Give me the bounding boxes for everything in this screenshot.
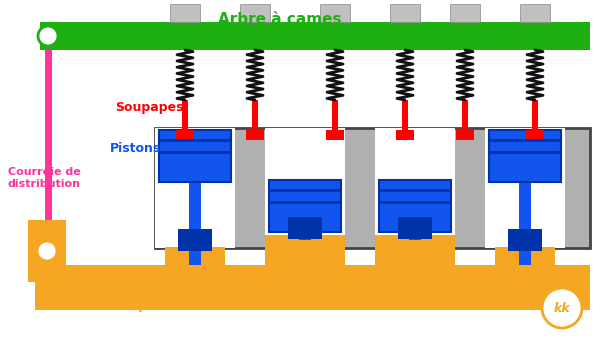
Circle shape xyxy=(37,241,57,261)
Bar xyxy=(508,229,542,251)
Bar xyxy=(379,180,451,232)
Bar xyxy=(390,4,420,22)
Bar xyxy=(170,4,200,22)
Text: Pistons: Pistons xyxy=(110,142,161,154)
Bar xyxy=(299,232,311,240)
Bar xyxy=(519,182,531,265)
Bar xyxy=(402,100,408,130)
Bar xyxy=(265,128,345,248)
Bar xyxy=(240,4,270,22)
Text: Courroie de
distribution: Courroie de distribution xyxy=(8,167,81,189)
Bar xyxy=(409,232,421,240)
Bar xyxy=(520,4,550,22)
Bar xyxy=(398,217,432,239)
Circle shape xyxy=(542,288,582,328)
Bar xyxy=(456,130,474,140)
Bar xyxy=(176,130,194,140)
Bar xyxy=(332,100,338,130)
Bar xyxy=(269,180,341,232)
Text: kk: kk xyxy=(554,301,571,314)
Bar xyxy=(28,220,66,282)
Bar xyxy=(265,235,345,265)
Bar xyxy=(252,100,258,130)
Bar xyxy=(462,100,468,130)
Bar xyxy=(35,265,590,310)
Text: Vilebrequin: Vilebrequin xyxy=(85,298,166,312)
Bar xyxy=(165,247,225,265)
Text: Arbre à cames: Arbre à cames xyxy=(218,12,342,27)
Bar xyxy=(182,100,188,130)
Bar xyxy=(375,128,455,248)
Bar xyxy=(60,22,590,50)
Bar xyxy=(178,229,212,251)
Bar xyxy=(375,235,455,265)
Bar xyxy=(40,22,70,50)
Bar xyxy=(189,182,201,265)
Bar xyxy=(485,128,565,248)
Bar xyxy=(450,4,480,22)
Bar xyxy=(320,4,350,22)
Bar xyxy=(159,130,231,182)
Bar xyxy=(495,247,555,265)
Bar xyxy=(288,217,322,239)
Bar xyxy=(526,130,544,140)
Circle shape xyxy=(38,26,58,46)
Bar xyxy=(326,130,344,140)
Bar xyxy=(155,128,235,248)
Text: Soupapes: Soupapes xyxy=(115,101,184,115)
Bar xyxy=(246,130,264,140)
Bar xyxy=(396,130,414,140)
Bar xyxy=(532,100,538,130)
Bar xyxy=(489,130,561,182)
Bar xyxy=(155,128,590,248)
